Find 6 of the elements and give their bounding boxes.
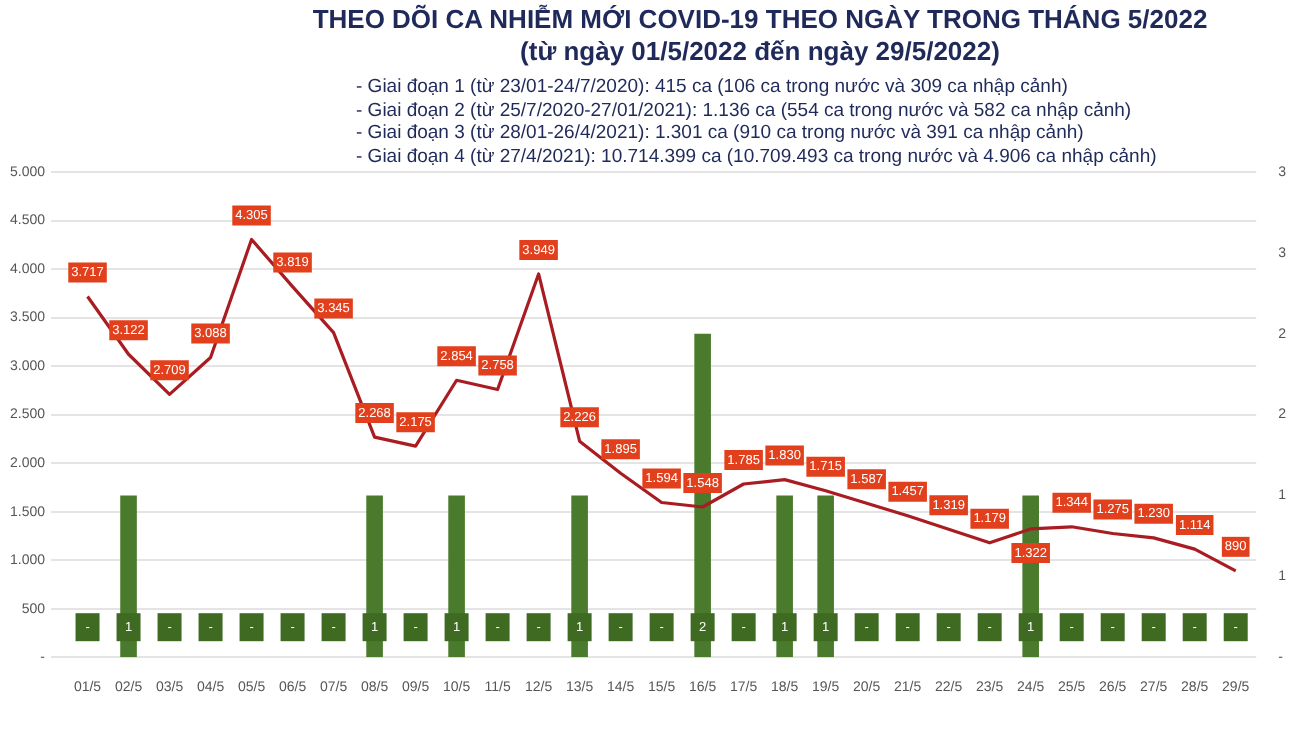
text: - Giai đoạn 3 (từ 28/01-26/4/2021): 1.301 ca (910 ca trong nước và 391 ca nhập cảnh)	[356, 122, 1086, 145]
chart-title: THEO DÕI CA NHIỄM MỚI COVID-19 THEO NGÀY TRONG THÁNG 5/2022	[310, 4, 1210, 36]
text: - Giai đoạn 4 (từ 27/4/2021): 10.714.399 ca (10.709.493 ca trong nước và 4.906 ca nhập cảnh)	[356, 145, 1157, 168]
text: - Giai đoạn 2 (từ 25/7/2020-27/01/2021): 1.136 ca (554 ca trong nước và 582 ca nhập cảnh)	[356, 99, 1134, 122]
text: - Giai đoạn 1 (từ 23/01-24/7/2020): 415 ca (106 ca trong nước và 309 ca nhập cảnh)	[356, 76, 1070, 99]
chart-subtitle: (từ ngày 01/5/2022 đến ngày 29/5/2022)	[518, 36, 1002, 68]
